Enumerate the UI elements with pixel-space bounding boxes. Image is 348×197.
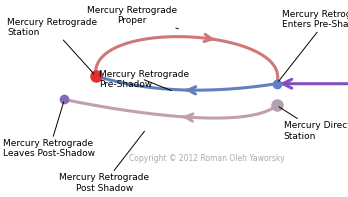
Text: Mercury Retrograde
Pre-Shadow: Mercury Retrograde Pre-Shadow	[99, 70, 189, 91]
Text: Mercury Retrograde
Station: Mercury Retrograde Station	[7, 18, 97, 74]
Text: Mercury Retrograde
Proper: Mercury Retrograde Proper	[87, 6, 178, 29]
Text: Copyright © 2012 Roman Oleh Yaworsky: Copyright © 2012 Roman Oleh Yaworsky	[129, 154, 285, 163]
Text: Mercury Retrograde
Enters Pre-Shadow: Mercury Retrograde Enters Pre-Shadow	[278, 10, 348, 82]
Text: Mercury Direct
Station: Mercury Direct Station	[279, 107, 348, 141]
Text: Mercury Retrograde
Leaves Post-Shadow: Mercury Retrograde Leaves Post-Shadow	[3, 102, 96, 158]
Text: Mercury Retrograde
Post Shadow: Mercury Retrograde Post Shadow	[60, 131, 149, 193]
